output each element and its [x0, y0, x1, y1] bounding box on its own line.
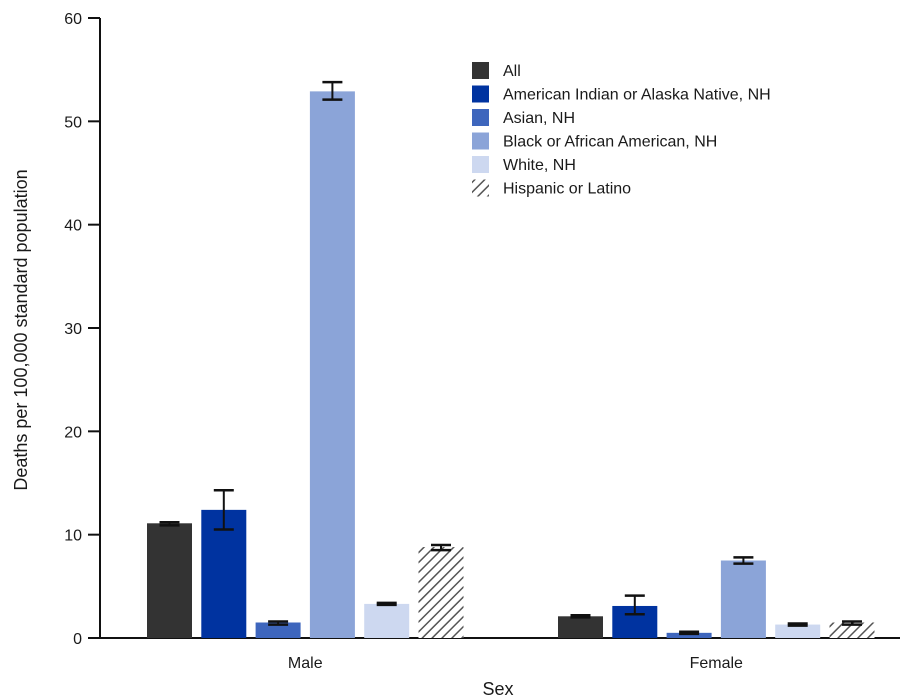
y-tick-label: 40: [64, 218, 82, 235]
legend-label: Black or African American, NH: [503, 134, 717, 151]
bar: [720, 560, 766, 638]
legend-label: White, NH: [503, 157, 576, 174]
legend: All American Indian or Alaska Native, NH A…: [472, 62, 771, 198]
legend-swatch: [472, 156, 489, 173]
bar: [255, 622, 301, 638]
y-tick-label: 50: [64, 114, 82, 131]
bar: [201, 509, 247, 638]
y-axis-title: Deaths per 100,000 standard population: [11, 169, 31, 490]
bar: [775, 624, 821, 638]
bar: [309, 91, 355, 638]
bar: [364, 603, 410, 638]
y-tick-label: 30: [64, 321, 82, 338]
y-tick-label: 0: [73, 631, 82, 648]
error-bars: [159, 80, 862, 636]
y-tick-label: 20: [64, 424, 82, 441]
legend-label: All: [503, 63, 521, 80]
y-tick-label: 60: [64, 11, 82, 28]
bar: [418, 547, 464, 638]
legend-swatch: [472, 132, 489, 150]
bar: [666, 632, 712, 638]
legend-swatch: [472, 62, 489, 79]
bar: [829, 622, 875, 638]
legend-swatch: [472, 109, 489, 126]
x-tick-label: Male: [288, 655, 323, 672]
x-tick-label: Female: [690, 655, 743, 672]
legend-swatch: [472, 85, 489, 103]
bars: [147, 91, 875, 638]
legend-label: American Indian or Alaska Native, NH: [503, 87, 771, 104]
legend-label: Asian, NH: [503, 110, 575, 127]
bar: [558, 616, 603, 638]
legend-label: Hispanic or Latino: [503, 181, 631, 198]
y-tick-label: 10: [64, 528, 82, 545]
x-axis-title: Sex: [482, 679, 513, 699]
bar: [147, 523, 192, 638]
legend-swatch: [472, 179, 489, 197]
